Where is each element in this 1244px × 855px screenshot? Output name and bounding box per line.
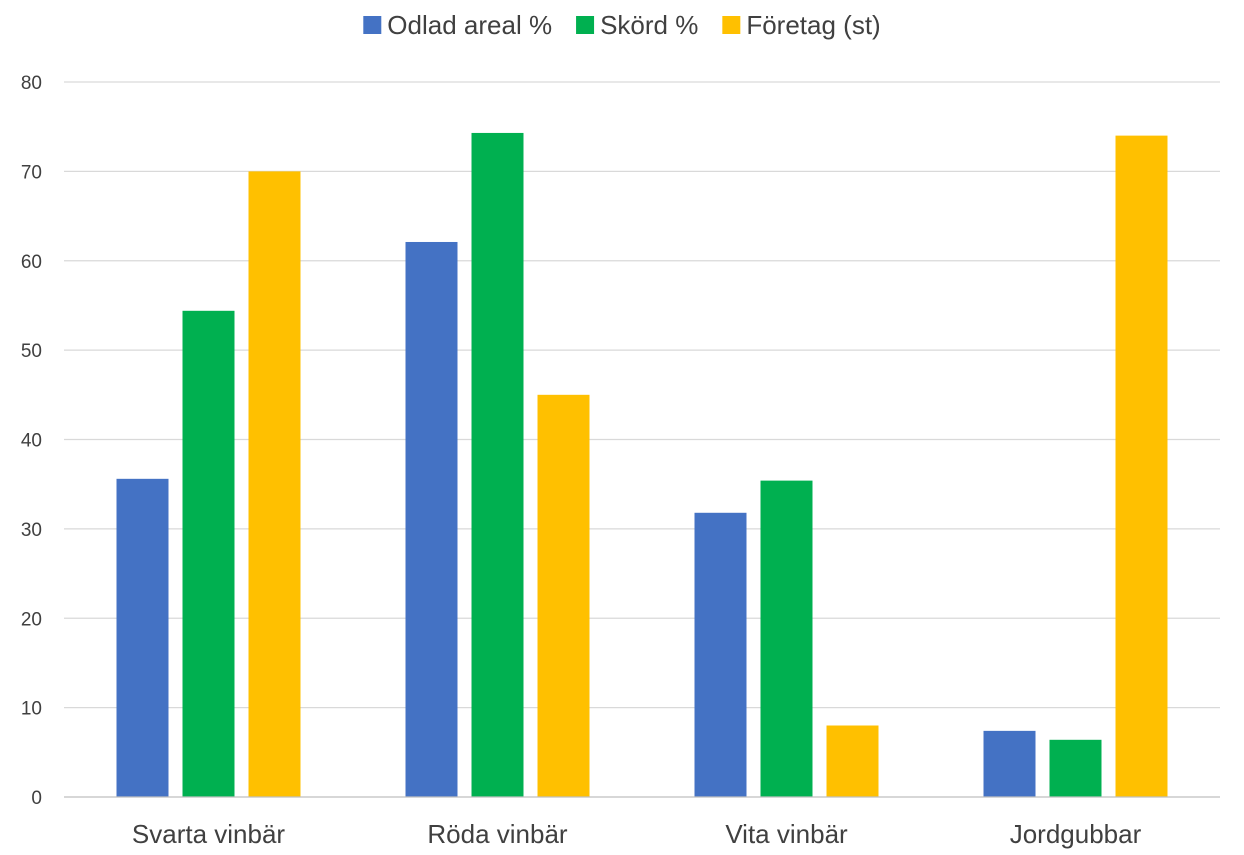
- x-category-label: Svarta vinbär: [132, 819, 286, 849]
- bar: [537, 394, 590, 797]
- bar: [826, 725, 879, 797]
- legend-swatch: [363, 16, 382, 34]
- x-axis-category-labels: Svarta vinbär Röda vinbär Vita vinbär Jordg…: [132, 819, 1142, 849]
- legend-label: Odlad areal %: [387, 10, 552, 40]
- y-tick-label: 80: [21, 73, 42, 94]
- y-tick-label: 50: [21, 341, 42, 362]
- y-tick-label: 70: [21, 162, 42, 183]
- x-category-label: Röda vinbär: [427, 819, 568, 849]
- bar: [760, 480, 813, 797]
- legend-label: Företag (st): [746, 10, 880, 40]
- bar: [983, 730, 1036, 797]
- x-category-label: Jordgubbar: [1010, 819, 1142, 849]
- bar: [405, 241, 458, 797]
- y-tick-label: 30: [21, 520, 42, 541]
- bar: [182, 310, 235, 797]
- bar: [471, 132, 524, 798]
- y-tick-label: 0: [31, 788, 42, 809]
- bar: [116, 478, 169, 797]
- bars: [116, 132, 1168, 798]
- bar: [248, 171, 301, 797]
- y-tick-label: 40: [21, 431, 42, 452]
- y-axis-tick-labels: 0 10 20 30 40 50 60 70 80: [21, 73, 42, 809]
- legend-swatch: [722, 16, 741, 34]
- bar: [694, 512, 747, 797]
- legend-label: Skörd %: [600, 10, 698, 40]
- y-tick-label: 20: [21, 609, 42, 630]
- y-tick-label: 10: [21, 699, 42, 720]
- bar: [1115, 135, 1168, 797]
- y-tick-label: 60: [21, 252, 42, 273]
- gridlines: [64, 81, 1220, 709]
- bar: [1049, 739, 1102, 797]
- x-category-label: Vita vinbär: [725, 819, 848, 849]
- legend-swatch: [576, 16, 595, 34]
- legend: Odlad areal % Skörd % Företag (st): [363, 10, 881, 40]
